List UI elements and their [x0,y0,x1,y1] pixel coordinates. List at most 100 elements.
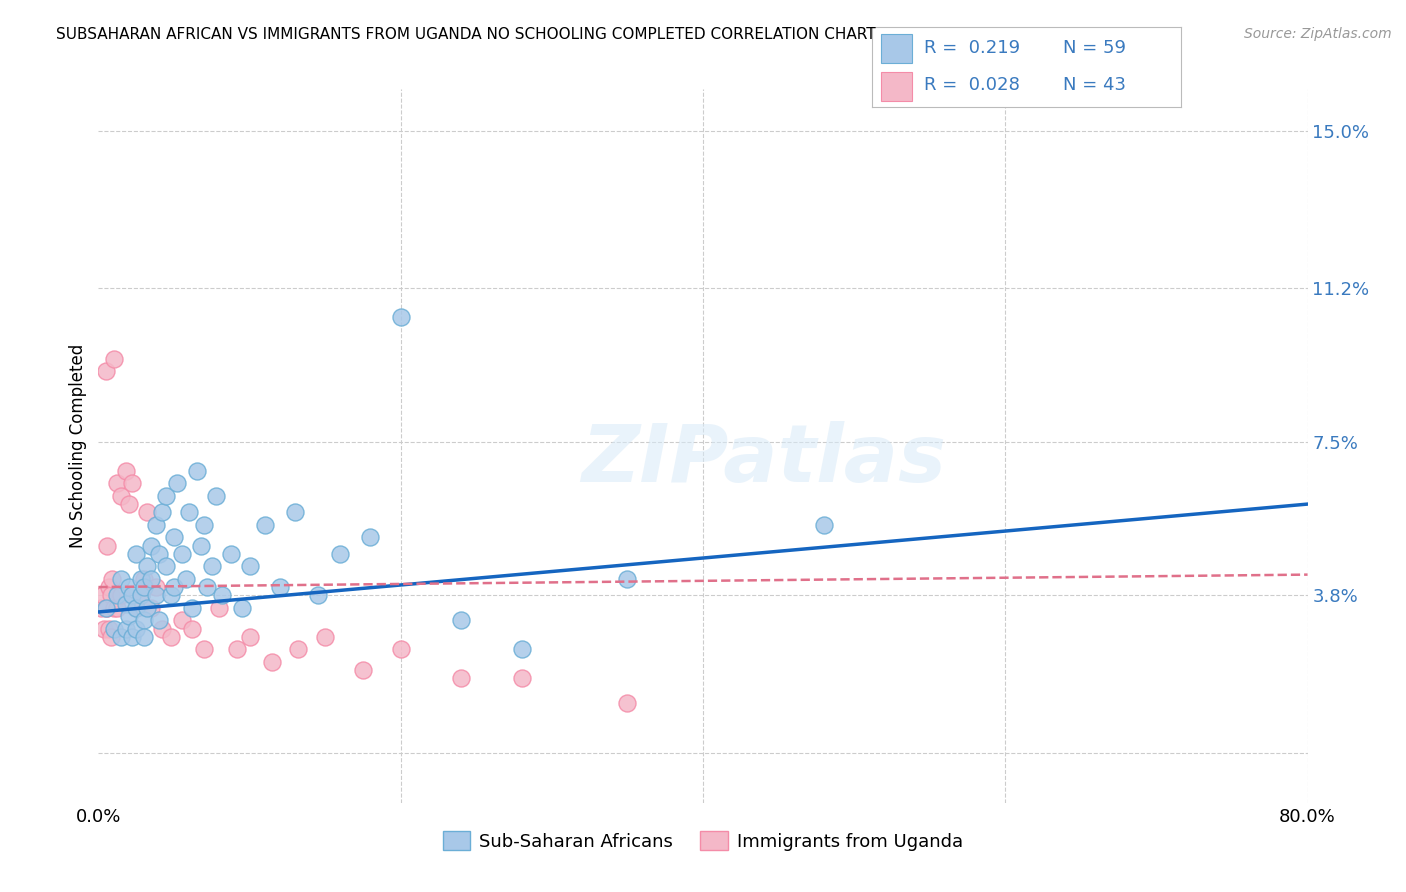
Point [132,613,155,627]
Point [510,642,533,657]
Point [155,489,177,503]
Point [160,630,183,644]
Point [150,505,173,519]
Point [179,505,201,519]
Point [510,671,533,685]
Point [105,600,128,615]
Point [148,613,170,627]
Point [118,609,141,624]
Point [125,622,148,636]
Point [90,600,112,615]
Point [193,642,215,657]
Point [94,364,117,378]
Point [105,476,128,491]
Point [163,580,186,594]
Point [389,642,412,657]
Point [135,559,157,574]
Point [186,464,208,478]
Point [132,580,155,594]
Point [141,539,163,553]
Point [141,600,163,615]
Point [132,572,155,586]
Point [101,572,124,586]
Point [360,530,382,544]
Point [269,580,291,594]
Point [205,489,228,503]
Point [118,580,141,594]
Point [103,351,125,366]
Point [174,572,197,586]
Point [91,588,114,602]
FancyBboxPatch shape [882,34,912,62]
Point [329,547,352,561]
Point [314,630,336,644]
Point [262,655,284,669]
Legend: Sub-Saharan Africans, Immigrants from Uganda: Sub-Saharan Africans, Immigrants from Ug… [436,824,970,858]
Point [110,588,132,602]
Point [100,588,122,602]
Point [129,588,152,602]
Point [284,505,307,519]
Point [221,547,243,561]
Point [226,642,249,657]
Text: R =  0.219: R = 0.219 [924,39,1021,57]
Point [195,580,218,594]
Point [813,517,835,532]
Point [105,588,128,602]
Point [96,539,118,553]
Text: Source: ZipAtlas.com: Source: ZipAtlas.com [1244,27,1392,41]
Point [141,572,163,586]
Point [94,600,117,615]
Text: N = 59: N = 59 [1063,39,1126,57]
Point [253,517,276,532]
Point [110,489,132,503]
Point [450,613,472,627]
Point [170,613,193,627]
Point [150,622,173,636]
Point [352,663,374,677]
FancyBboxPatch shape [882,71,912,101]
Point [170,547,193,561]
Point [616,572,638,586]
Point [100,630,122,644]
Point [287,642,309,657]
Point [135,505,157,519]
Point [190,539,212,553]
Point [616,696,638,710]
Point [145,580,167,594]
Text: SUBSAHARAN AFRICAN VS IMMIGRANTS FROM UGANDA NO SCHOOLING COMPLETED CORRELATION : SUBSAHARAN AFRICAN VS IMMIGRANTS FROM UG… [56,27,876,42]
Point [135,600,157,615]
Point [239,559,262,574]
Point [163,530,186,544]
Text: R =  0.028: R = 0.028 [924,77,1021,95]
Point [121,588,143,602]
Point [110,630,132,644]
Point [208,600,231,615]
Point [389,310,412,325]
Point [121,630,143,644]
Point [98,622,121,636]
Point [103,622,125,636]
Point [125,547,148,561]
Text: ZIPatlas: ZIPatlas [581,421,946,500]
Text: N = 43: N = 43 [1063,77,1126,95]
Point [121,476,143,491]
Point [160,588,183,602]
Point [94,600,117,615]
Point [132,630,155,644]
Point [193,517,215,532]
Point [118,497,141,511]
Y-axis label: No Schooling Completed: No Schooling Completed [69,344,87,548]
Point [114,464,136,478]
Point [166,476,188,491]
Point [231,600,253,615]
Point [103,600,125,615]
Point [110,572,132,586]
Point [96,600,118,615]
Point [307,588,329,602]
Point [155,559,177,574]
Point [239,630,262,644]
Point [93,622,115,636]
Point [114,622,136,636]
Point [450,671,472,685]
